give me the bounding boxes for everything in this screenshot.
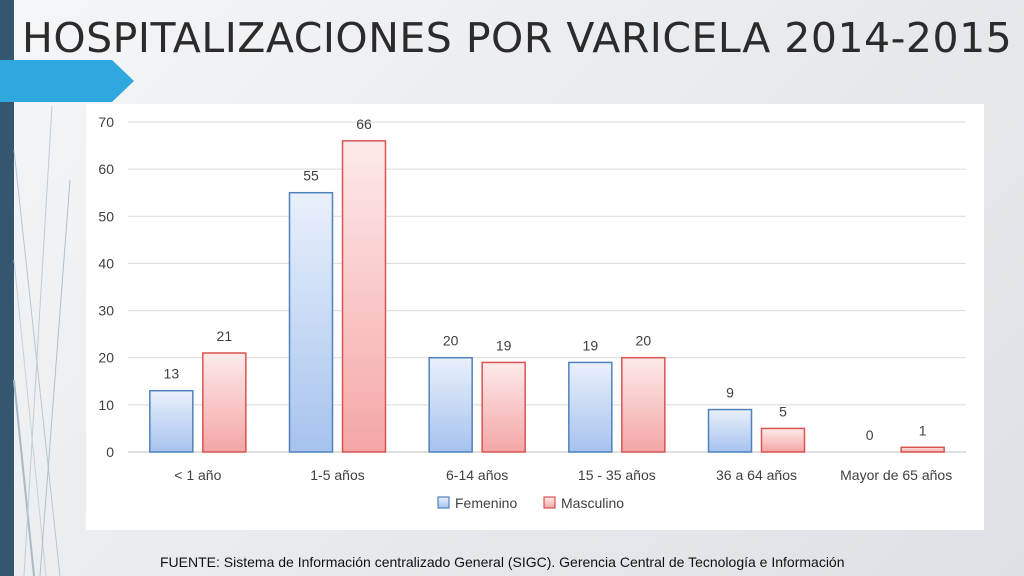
arrow-accent-shape (0, 60, 134, 102)
bar-masculino (760, 427, 806, 453)
data-label: 19 (496, 337, 512, 353)
y-tick-label: 0 (106, 444, 114, 460)
x-tick-label: 15 - 35 años (578, 467, 656, 483)
x-tick-label: 1-5 años (310, 467, 364, 483)
x-tick-label: 36 a 64 años (716, 467, 797, 483)
x-tick-label: < 1 año (174, 467, 221, 483)
bar-masculino (202, 352, 247, 453)
data-label: 9 (726, 385, 734, 401)
data-label: 1 (919, 422, 927, 438)
data-label: 55 (303, 168, 319, 184)
legend-swatch-masculino (543, 496, 556, 509)
bar-femenino (149, 389, 194, 453)
x-tick-label: 6-14 años (446, 467, 508, 483)
bar-masculino (341, 140, 387, 453)
data-label: 20 (636, 333, 652, 349)
y-tick-label: 30 (98, 303, 114, 319)
data-label: 0 (866, 427, 874, 443)
data-label: 66 (356, 116, 372, 132)
bar-femenino (428, 356, 473, 453)
y-tick-label: 20 (98, 350, 114, 366)
bar-masculino (481, 361, 526, 453)
bar-masculino (900, 446, 945, 453)
data-label: 13 (164, 366, 180, 382)
y-tick-label: 10 (98, 397, 114, 413)
y-tick-label: 70 (98, 114, 114, 130)
y-tick-label: 50 (98, 208, 114, 224)
data-label: 5 (779, 403, 787, 419)
data-label: 19 (583, 337, 599, 353)
data-label: 20 (443, 333, 459, 349)
source-note: FUENTE: Sistema de Información centraliz… (160, 554, 845, 570)
legend-swatch-femenino (437, 496, 450, 509)
bar-femenino (707, 408, 753, 453)
legend-label: Femenino (455, 495, 517, 511)
bar-femenino (288, 191, 334, 453)
bar-masculino (621, 356, 666, 453)
decorative-lines (13, 105, 71, 576)
y-tick-label: 40 (98, 255, 114, 271)
legend-label: Masculino (561, 495, 624, 511)
left-decorative-band (0, 0, 14, 576)
data-label: 21 (217, 328, 233, 344)
y-tick-label: 60 (98, 161, 114, 177)
bar-femenino (568, 361, 613, 453)
slide-title: HOSPITALIZACIONES POR VARICELA 2014-2015 (22, 14, 1013, 62)
x-tick-label: Mayor de 65 años (840, 467, 952, 483)
bar-chart-panel: 0 10 20 30 40 50 60 70 13 21 < 1 año 55 66 1-5 años 20… (86, 104, 984, 530)
